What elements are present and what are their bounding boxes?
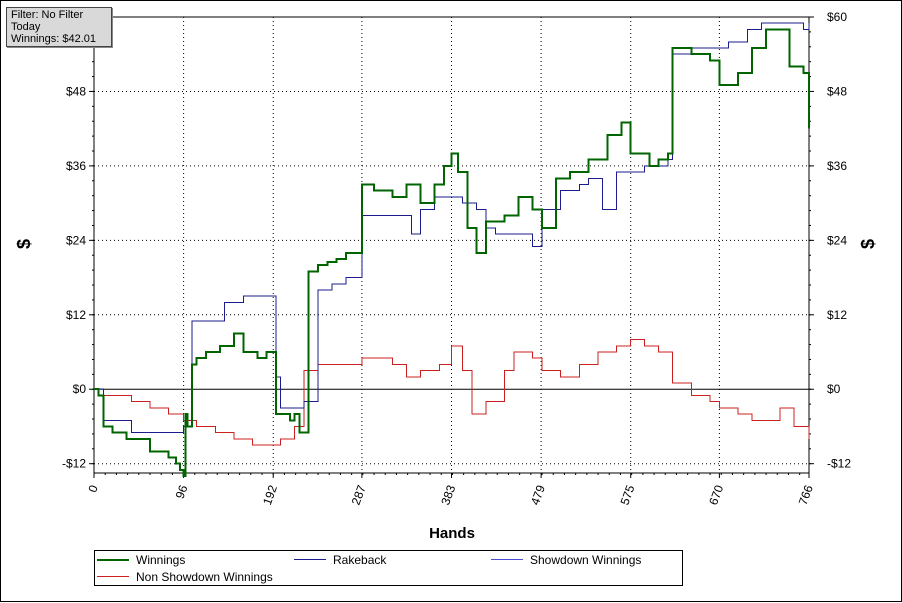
x-tick-label: 670 [706, 483, 726, 507]
y-tick-label-left: $36 [66, 159, 86, 173]
y-tick-label-left: $48 [66, 84, 86, 98]
y-tick-label-left: $0 [73, 382, 87, 396]
legend-swatch-rakeback [294, 559, 326, 560]
legend-item-rakeback: Rakeback [292, 552, 482, 568]
grid [94, 17, 809, 473]
axes [89, 16, 814, 478]
y-tick-label-right: $48 [827, 84, 847, 98]
legend-label-showdown: Showdown Winnings [530, 553, 642, 567]
y-tick-label-right: $12 [827, 308, 847, 322]
y-tick-label-left: $24 [66, 233, 86, 247]
y-tick-label-right: $24 [827, 233, 847, 247]
legend-swatch-winnings [97, 559, 129, 561]
x-tick-label: 479 [528, 483, 548, 507]
y-tick-label-left: -$12 [62, 457, 86, 471]
y-tick-label-left: $12 [66, 308, 86, 322]
y-tick-label-right: $36 [827, 159, 847, 173]
legend-label-winnings: Winnings [136, 553, 186, 567]
x-tick-label: 575 [618, 483, 638, 507]
period-label: Today [11, 21, 41, 33]
legend-label-non-showdown: Non Showdown Winnings [136, 570, 273, 584]
x-tick-label: 96 [173, 483, 191, 501]
x-tick-label: 766 [796, 483, 816, 507]
filter-info-box: Filter: No Filter Today Winnings: $42.01 [6, 7, 112, 47]
y-axis-label-right: $ [858, 239, 878, 249]
x-tick-label: 383 [438, 483, 458, 507]
x-tick-label: 0 [85, 483, 101, 494]
legend-item-showdown: Showdown Winnings [489, 552, 679, 568]
tick-labels: 0 96 192 287 383 479 575 670 766 -$12 $0 $12 $24 $36 $… [62, 10, 851, 507]
legend-item-winnings: Winnings [95, 552, 285, 568]
legend-swatch-showdown [491, 559, 523, 560]
x-axis-label: Hands [429, 525, 475, 542]
winnings-total-label: Winnings: $42.01 [11, 33, 96, 45]
legend-swatch-non-showdown [97, 576, 129, 577]
x-tick-label: 287 [349, 483, 369, 507]
y-tick-label-right: $60 [827, 10, 847, 24]
non-showdown-winnings-line [94, 339, 810, 446]
x-tick-label: 192 [260, 483, 280, 507]
rakeback-line [94, 22, 810, 434]
y-tick-label-right: $0 [827, 382, 841, 396]
winnings-line [94, 28, 810, 478]
filter-label: Filter: No Filter [11, 9, 84, 21]
y-axis-label-left: $ [14, 239, 34, 249]
series-lines [94, 22, 810, 478]
chart-legend: Winnings Rakeback Showdown Winnings Non … [94, 550, 683, 586]
legend-item-non-showdown: Non Showdown Winnings [95, 569, 345, 585]
legend-label-rakeback: Rakeback [333, 553, 387, 567]
y-tick-label-right: -$12 [827, 457, 851, 471]
